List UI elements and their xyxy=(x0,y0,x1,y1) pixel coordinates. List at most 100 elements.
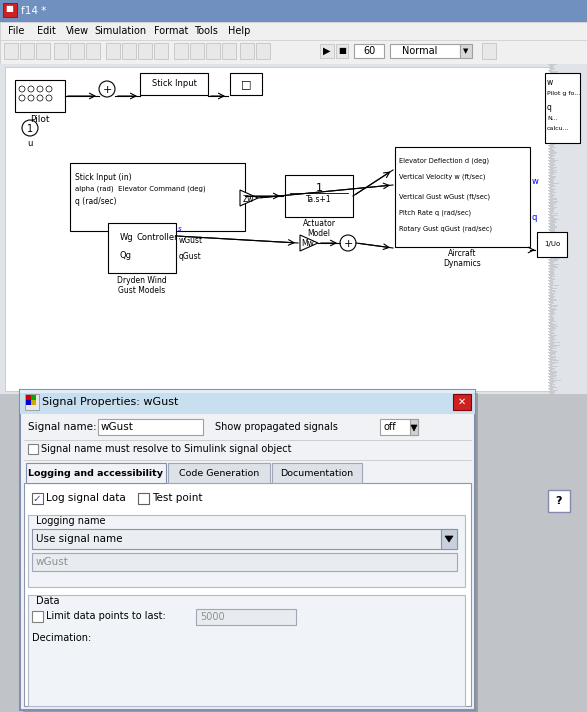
Bar xyxy=(550,126,554,127)
Text: Pilot: Pilot xyxy=(31,115,50,124)
Bar xyxy=(537,232,567,257)
Text: Code Generation: Code Generation xyxy=(179,468,259,478)
Bar xyxy=(549,248,553,249)
Bar xyxy=(550,357,556,358)
Bar xyxy=(550,81,554,82)
Bar xyxy=(548,148,552,149)
Bar xyxy=(548,337,554,338)
Bar xyxy=(548,142,552,143)
Text: u: u xyxy=(28,139,33,148)
Bar xyxy=(549,95,556,96)
Bar xyxy=(549,242,556,243)
Bar xyxy=(548,295,553,296)
Bar xyxy=(549,146,554,147)
Bar xyxy=(550,264,559,265)
Text: Ta.s+1: Ta.s+1 xyxy=(306,195,332,204)
Bar xyxy=(548,97,553,98)
Bar xyxy=(548,244,553,245)
Text: Edit: Edit xyxy=(37,26,56,36)
Bar xyxy=(550,393,554,394)
Bar xyxy=(548,313,556,314)
Text: Mw: Mw xyxy=(302,239,315,248)
Bar xyxy=(32,553,457,571)
Bar xyxy=(549,296,555,297)
Text: Zw: Zw xyxy=(242,194,254,204)
Bar xyxy=(550,162,555,163)
Bar xyxy=(548,370,552,371)
Bar xyxy=(549,83,557,84)
Bar xyxy=(26,463,166,483)
Bar xyxy=(31,395,36,400)
Text: Simulation: Simulation xyxy=(95,26,147,36)
Text: □: □ xyxy=(241,79,251,89)
Bar xyxy=(548,349,552,350)
Bar xyxy=(32,493,43,504)
Bar xyxy=(548,235,552,236)
Bar xyxy=(549,293,555,294)
Bar xyxy=(549,383,553,384)
Bar xyxy=(20,43,34,59)
Bar xyxy=(548,238,554,239)
Bar xyxy=(549,350,554,351)
Bar xyxy=(550,129,556,130)
Text: q (rad/sec): q (rad/sec) xyxy=(75,197,116,206)
Circle shape xyxy=(28,95,34,101)
Bar xyxy=(548,232,555,233)
Bar xyxy=(549,152,557,153)
Text: Stick Input: Stick Input xyxy=(151,80,197,88)
Bar xyxy=(548,214,552,215)
Bar xyxy=(550,153,556,154)
Bar xyxy=(549,101,557,102)
Bar xyxy=(548,178,555,179)
Bar xyxy=(550,156,554,157)
Text: s: s xyxy=(178,226,181,232)
Bar xyxy=(550,123,557,124)
Bar xyxy=(548,91,558,92)
Bar xyxy=(550,288,557,289)
Bar xyxy=(390,44,460,58)
Bar xyxy=(550,300,557,301)
Bar xyxy=(550,276,555,277)
Bar xyxy=(550,342,560,343)
Bar xyxy=(550,219,559,220)
Bar xyxy=(549,353,555,354)
Bar xyxy=(549,272,554,273)
Bar xyxy=(550,390,558,391)
Text: Stick Input (in): Stick Input (in) xyxy=(75,173,131,182)
Text: Rotary Gust qGust (rad/sec): Rotary Gust qGust (rad/sec) xyxy=(399,225,492,231)
Bar xyxy=(548,319,554,320)
Text: ▶: ▶ xyxy=(323,46,330,56)
Bar xyxy=(548,385,552,386)
Bar xyxy=(549,263,553,264)
Bar xyxy=(548,262,554,263)
Bar xyxy=(106,43,120,59)
Bar xyxy=(549,149,554,150)
Bar xyxy=(550,372,557,373)
Bar xyxy=(550,138,558,139)
Bar xyxy=(548,115,552,116)
Bar xyxy=(548,94,554,95)
Bar xyxy=(549,335,557,336)
Bar xyxy=(550,147,556,148)
Bar xyxy=(548,253,555,254)
Bar xyxy=(285,175,353,217)
Bar xyxy=(548,271,554,272)
Bar xyxy=(20,390,475,393)
Text: Documentation: Documentation xyxy=(281,468,353,478)
Bar xyxy=(32,611,43,622)
Bar xyxy=(550,117,554,118)
Bar xyxy=(550,222,557,223)
Bar xyxy=(140,73,208,95)
Text: 1: 1 xyxy=(315,183,322,193)
Bar xyxy=(548,199,557,200)
Bar xyxy=(550,189,556,190)
Bar xyxy=(549,239,553,240)
Bar xyxy=(548,64,557,65)
Bar xyxy=(549,134,557,135)
Bar xyxy=(549,155,555,156)
Text: ?: ? xyxy=(556,496,562,506)
Bar xyxy=(548,166,553,167)
Text: Log signal data: Log signal data xyxy=(46,493,126,503)
Bar xyxy=(548,121,553,122)
Bar xyxy=(550,348,556,349)
